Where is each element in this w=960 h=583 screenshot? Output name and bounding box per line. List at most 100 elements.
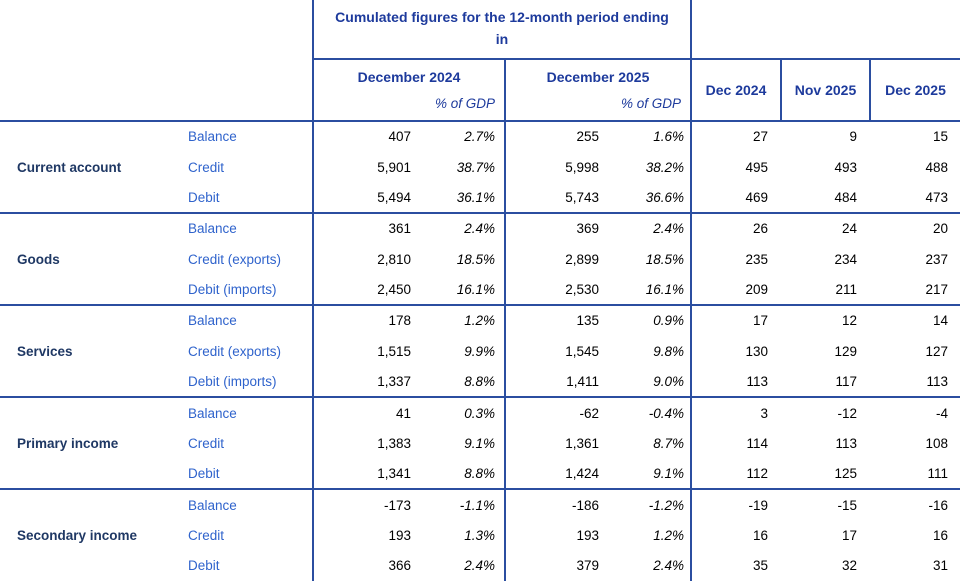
- value-cell: 2.4%: [653, 558, 684, 574]
- value-cell: 1.2%: [653, 527, 684, 543]
- value-cell: 113: [926, 373, 949, 389]
- value-cell: 1,341: [312, 458, 413, 490]
- value-cell: 3: [690, 396, 781, 428]
- table-row: Debit 366 2.4% 379 2.4% 35 32 31: [0, 550, 960, 582]
- value-cell: 112: [690, 458, 781, 490]
- value-cell: 2,450: [312, 274, 413, 306]
- cumulated-period-title: Cumulated figures for the 12-month perio…: [335, 9, 669, 47]
- value-cell: 16.1%: [456, 281, 495, 297]
- period-header-label: December 2024: [357, 69, 461, 85]
- value-cell: 237: [925, 251, 949, 267]
- table-body: Current account Balance 407 2.7% 255 1.6% 27 9 1…: [0, 119, 960, 582]
- row-label: Credit: [188, 435, 225, 451]
- row-label: Balance: [185, 120, 313, 152]
- value-cell: 8.8%: [464, 373, 495, 389]
- value-cell: 9.8%: [653, 343, 684, 359]
- value-cell: 5,743: [504, 182, 601, 214]
- cumulated-period-header: Cumulated figures for the 12-month perio…: [312, 0, 691, 60]
- value-cell: 1,361: [504, 427, 601, 459]
- value-cell: 41: [312, 396, 413, 428]
- value-cell: 1.3%: [464, 527, 495, 543]
- value-cell: 18.5%: [645, 251, 684, 267]
- value-cell: 9.1%: [464, 435, 495, 451]
- value-cell: 1,545: [504, 335, 601, 367]
- value-cell: -15: [781, 488, 870, 520]
- row-label: Credit (exports): [188, 343, 282, 359]
- table-row: Debit (imports) 2,450 16.1% 2,530 16.1% 209 21…: [0, 274, 960, 306]
- value-cell: 38.2%: [645, 159, 684, 175]
- period-header-december-2024: December 2024 % of GDP: [312, 59, 505, 122]
- value-cell: 36.6%: [645, 189, 684, 205]
- value-cell: -62: [504, 396, 601, 428]
- value-cell: 111: [927, 465, 949, 481]
- category-label: Current account: [0, 119, 185, 214]
- value-cell: -4: [870, 396, 960, 428]
- value-cell: 9.9%: [464, 343, 495, 359]
- period-header-december-2025: December 2025 % of GDP: [504, 59, 691, 122]
- row-label: Debit (imports): [188, 373, 277, 389]
- value-cell: 8.7%: [653, 435, 684, 451]
- table-row: Debit 5,494 36.1% 5,743 36.6% 469 484 473: [0, 182, 960, 214]
- row-label: Debit (imports): [188, 281, 277, 297]
- value-cell: 369: [504, 212, 601, 244]
- value-cell: 1.6%: [601, 120, 691, 152]
- row-label: Credit: [188, 159, 225, 175]
- value-cell: 113: [835, 435, 857, 451]
- value-cell: 16: [932, 527, 949, 543]
- row-label: Debit: [188, 465, 220, 481]
- row-label: Debit: [188, 558, 220, 574]
- value-cell: 117: [835, 373, 857, 389]
- value-cell: 1,383: [312, 427, 413, 459]
- value-cell: 193: [504, 519, 601, 551]
- table-row: Secondary income Balance -173 -1.1% -186 -1.2…: [0, 488, 960, 582]
- value-cell: 1,411: [504, 366, 601, 398]
- category-label: Goods: [0, 212, 185, 306]
- value-cell: 129: [834, 343, 857, 359]
- category-label: Secondary income: [0, 488, 185, 582]
- value-cell: 31: [932, 558, 949, 574]
- header-blank-right-cell: [689, 0, 960, 60]
- row-label: Credit (exports): [188, 251, 282, 267]
- value-cell: 2.4%: [464, 558, 495, 574]
- value-cell: 9.0%: [653, 373, 684, 389]
- value-cell: 473: [925, 189, 949, 205]
- value-cell: 26: [690, 212, 781, 244]
- value-cell: 5,901: [312, 151, 413, 183]
- table-header-row-top: Cumulated figures for the 12-month perio…: [0, 0, 960, 60]
- month-header-nov-2025: Nov 2025: [780, 59, 870, 122]
- value-cell: -19: [690, 488, 781, 520]
- value-cell: 32: [841, 558, 857, 574]
- table-row: Credit 1,383 9.1% 1,361 8.7% 114 113 108: [0, 427, 960, 459]
- value-cell: 5,494: [312, 182, 413, 214]
- header-blank-cell: [0, 0, 313, 59]
- value-cell: 1.2%: [413, 304, 505, 336]
- value-cell: 193: [312, 519, 413, 551]
- value-cell: 2.4%: [601, 212, 691, 244]
- value-cell: 234: [834, 251, 857, 267]
- value-cell: 38.7%: [456, 159, 495, 175]
- value-cell: -0.4%: [601, 396, 691, 428]
- value-cell: 2.7%: [413, 120, 505, 152]
- value-cell: 113: [690, 366, 781, 398]
- value-cell: 9.1%: [653, 465, 684, 481]
- table-row: Debit (imports) 1,337 8.8% 1,411 9.0% 113 117 1…: [0, 366, 960, 398]
- value-cell: 493: [834, 159, 857, 175]
- value-cell: 488: [925, 159, 949, 175]
- value-cell: 2.4%: [413, 212, 505, 244]
- value-cell: 1,424: [504, 458, 601, 490]
- value-cell: 2,530: [504, 274, 601, 306]
- value-cell: 0.9%: [601, 304, 691, 336]
- value-cell: 469: [690, 182, 781, 214]
- value-cell: -1.1%: [413, 488, 505, 520]
- value-cell: 127: [925, 343, 949, 359]
- table-row: Credit 193 1.3% 193 1.2% 16 17 16: [0, 519, 960, 551]
- category-label: Primary income: [0, 396, 185, 490]
- value-cell: 108: [925, 435, 949, 451]
- table-row: Primary income Balance 41 0.3% -62 -0.4% 3 -12-…: [0, 396, 960, 490]
- value-cell: 125: [834, 465, 857, 481]
- table-header-row-columns: December 2024 % of GDP December 2025 % o…: [0, 59, 960, 122]
- value-cell: 209: [690, 274, 781, 306]
- table-row: Services Balance 178 1.2% 135 0.9% 17 12 14: [0, 304, 960, 398]
- value-cell: 407: [312, 120, 413, 152]
